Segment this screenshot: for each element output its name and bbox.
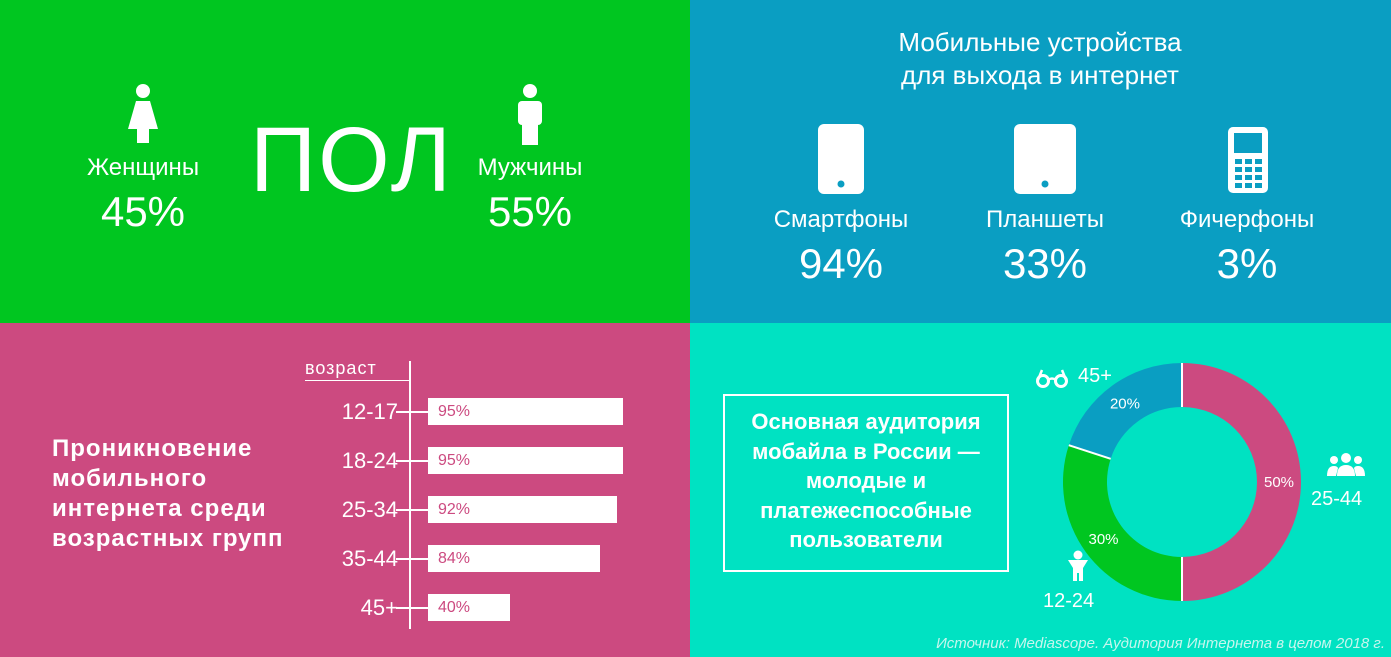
audience-text-line5: пользователи [789, 527, 943, 552]
age-title-line4: возрастных групп [52, 525, 284, 552]
feature-phones-label: Фичерфоны [1179, 206, 1315, 233]
men-value: 55% [487, 188, 573, 235]
age-category-label: 18-24 [341, 448, 398, 473]
age-title-line3: интернета среди [52, 495, 267, 522]
audience-text-line2: мобайла в России — [752, 438, 980, 464]
age-title-line1: Проникновение [52, 435, 253, 462]
legend-12-24-label: 12-24 [1043, 590, 1095, 612]
audience-text-line1: Основная аудитория [751, 409, 981, 434]
gender-title: ПОЛ [250, 109, 454, 211]
audience-donut-chart: 50% 30% 20% [1063, 363, 1301, 601]
legend-25-44-label: 25-44 [1311, 488, 1363, 510]
gender-panel: Женщины 45% ПОЛ Мужчины 55% [0, 0, 690, 323]
age-category-label: 35-44 [341, 546, 398, 571]
age-title-line2: мобильного [52, 465, 208, 492]
age-category-label: 12-17 [341, 399, 398, 424]
source-note: Источник: Mediascope. Аудитория Интернет… [936, 635, 1385, 652]
donut-value-label: 30% [1089, 531, 1119, 548]
devices-title: Мобильные устройства для выхода в интерн… [850, 26, 1230, 92]
age-bar [428, 496, 617, 523]
donut-value-label: 20% [1110, 396, 1140, 413]
smartphone-icon [818, 124, 864, 194]
woman-icon [128, 84, 158, 143]
audience-text: Основная аудитория мобайла в России — мо… [723, 407, 1009, 555]
donut-slice [1068, 363, 1182, 459]
feature-phones-value: 3% [1216, 240, 1278, 287]
age-bar-value-label: 95% [438, 403, 471, 420]
smartphones-label: Смартфоны [773, 206, 909, 233]
devices-panel: Мобильные устройства для выхода в интерн… [690, 0, 1391, 323]
glasses-icon [1036, 369, 1068, 388]
age-title: Проникновение мобильного интернета среди… [52, 434, 292, 554]
age-bar-value-label: 84% [438, 550, 471, 567]
smartphones-value: 94% [798, 240, 884, 287]
age-tick [396, 411, 428, 413]
age-category-label: 45+ [360, 595, 398, 620]
audience-text-line4: платежеспособные [760, 497, 972, 523]
age-bar-value-label: 92% [438, 501, 471, 518]
man-icon [518, 84, 542, 145]
audience-panel: Основная аудитория мобайла в России — мо… [690, 323, 1391, 657]
age-tick [396, 558, 428, 560]
women-value: 45% [100, 188, 186, 235]
audience-text-line3: молодые и [805, 468, 927, 493]
age-tick [396, 607, 428, 609]
donut-separator [1068, 444, 1111, 460]
age-bar [428, 398, 623, 425]
age-bar [428, 545, 601, 572]
age-category-label: 25-34 [341, 497, 398, 522]
age-axis-label: возраст [305, 358, 377, 378]
devices-title-line1: Мобильные устройства [898, 27, 1182, 57]
audience-text-box [723, 394, 1009, 572]
age-bar-value-label: 40% [438, 599, 471, 616]
age-panel: Проникновение мобильного интернета среди… [0, 323, 690, 657]
age-tick [396, 460, 428, 462]
feature-phone-icon [1228, 127, 1268, 193]
donut-slice [1063, 445, 1182, 601]
donut-slice [1182, 363, 1301, 601]
age-axis-underline [305, 380, 409, 381]
devices-title-line2: для выхода в интернет [901, 60, 1179, 90]
age-tick [396, 509, 428, 511]
tablets-value: 33% [1002, 240, 1088, 287]
age-axis-line [409, 361, 411, 629]
tablets-label: Планшеты [986, 206, 1104, 233]
donut-value-label: 50% [1264, 474, 1294, 491]
age-bar [428, 447, 623, 474]
legend-45plus-label: 45+ [1078, 365, 1112, 387]
child-icon [1068, 550, 1088, 581]
age-bar [428, 594, 510, 621]
men-label: Мужчины [477, 154, 583, 181]
group-icon [1327, 453, 1365, 476]
tablet-icon [1014, 124, 1076, 194]
women-label: Женщины [86, 154, 200, 181]
age-bar-value-label: 95% [438, 452, 471, 469]
